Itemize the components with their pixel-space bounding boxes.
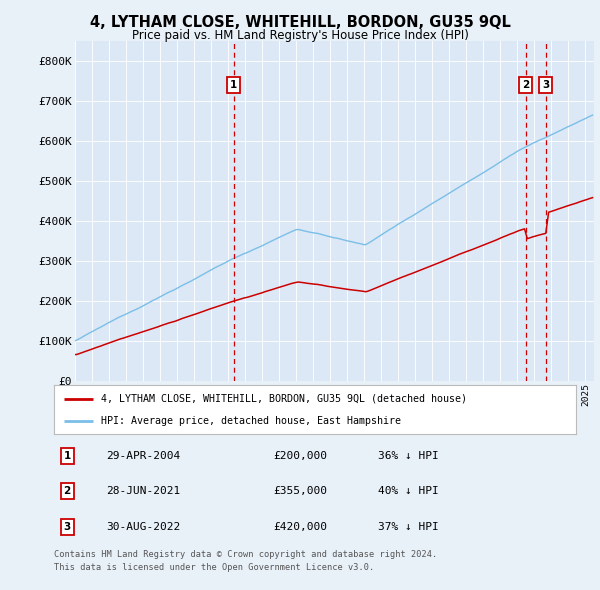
Text: 40% ↓ HPI: 40% ↓ HPI	[377, 486, 439, 496]
Text: 4, LYTHAM CLOSE, WHITEHILL, BORDON, GU35 9QL (detached house): 4, LYTHAM CLOSE, WHITEHILL, BORDON, GU35…	[101, 394, 467, 404]
Text: 1: 1	[64, 451, 71, 461]
Text: Price paid vs. HM Land Registry's House Price Index (HPI): Price paid vs. HM Land Registry's House …	[131, 29, 469, 42]
Text: £420,000: £420,000	[273, 522, 327, 532]
Text: HPI: Average price, detached house, East Hampshire: HPI: Average price, detached house, East…	[101, 415, 401, 425]
Text: £355,000: £355,000	[273, 486, 327, 496]
Text: This data is licensed under the Open Government Licence v3.0.: This data is licensed under the Open Gov…	[54, 563, 374, 572]
Text: 1: 1	[230, 80, 238, 90]
Text: £200,000: £200,000	[273, 451, 327, 461]
Text: 3: 3	[64, 522, 71, 532]
Text: 29-APR-2004: 29-APR-2004	[106, 451, 181, 461]
Text: Contains HM Land Registry data © Crown copyright and database right 2024.: Contains HM Land Registry data © Crown c…	[54, 550, 437, 559]
Text: 36% ↓ HPI: 36% ↓ HPI	[377, 451, 439, 461]
Text: 28-JUN-2021: 28-JUN-2021	[106, 486, 181, 496]
Text: 37% ↓ HPI: 37% ↓ HPI	[377, 522, 439, 532]
Text: 4, LYTHAM CLOSE, WHITEHILL, BORDON, GU35 9QL: 4, LYTHAM CLOSE, WHITEHILL, BORDON, GU35…	[89, 15, 511, 30]
Text: 3: 3	[542, 80, 550, 90]
Text: 2: 2	[523, 80, 530, 90]
Text: 30-AUG-2022: 30-AUG-2022	[106, 522, 181, 532]
Text: 2: 2	[64, 486, 71, 496]
